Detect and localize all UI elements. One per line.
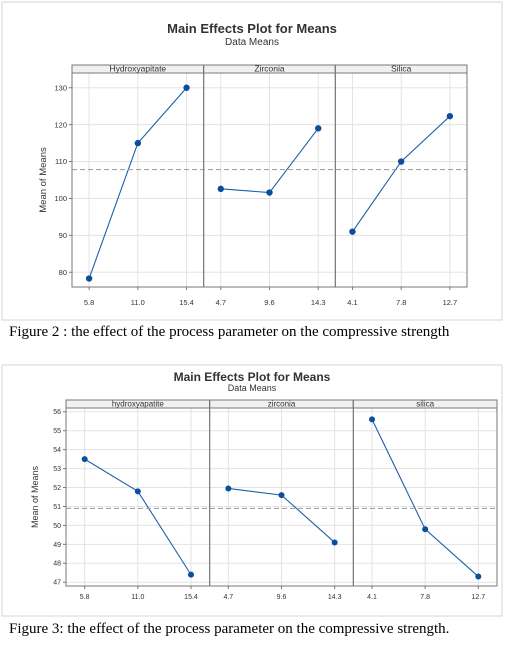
y-tick-label: 48 [53, 561, 61, 568]
data-point [217, 185, 224, 193]
panel-strip-label: silica [416, 400, 434, 409]
data-point [349, 228, 356, 235]
x-tick-label: 9.6 [264, 298, 274, 307]
y-tick-label: 51 [53, 504, 61, 511]
figure-2-chart: Main Effects Plot for Means Data Means Mea… [0, 0, 507, 322]
panel-strip-label: Zirconia [254, 64, 285, 74]
panel-silica: Silica 4.1 7.8 12.7 [334, 64, 468, 307]
y-tick-label: 55 [53, 428, 61, 435]
x-tick-label: 14.3 [328, 594, 342, 601]
data-point [446, 112, 454, 120]
y-tick-label: 90 [59, 231, 67, 240]
data-point [187, 571, 194, 578]
data-point [422, 526, 429, 533]
chart-subtitle: Data Means [225, 37, 279, 48]
x-tick-label: 11.0 [131, 594, 144, 601]
data-point [315, 125, 322, 132]
figure-2-caption: Figure 2 : the effect of the process par… [9, 324, 450, 340]
x-tick-label: 11.0 [131, 298, 145, 307]
data-point [397, 158, 405, 165]
y-tick-label: 130 [54, 83, 67, 92]
y-tick-label: 120 [54, 120, 67, 129]
panel-hydroxyapatite: hydroxyapatite 5.8 11.0 15.4 [65, 399, 211, 601]
chart-frame [1, 1, 503, 321]
x-tick-label: 4.1 [347, 298, 357, 307]
y-tick-label: 80 [59, 268, 67, 277]
y-tick-label: 50 [53, 523, 61, 530]
y-axis-label: Mean of Means [38, 147, 49, 213]
data-point [331, 539, 338, 546]
y-tick-label: 52 [53, 485, 61, 492]
panel-strip-label: zirconia [268, 400, 296, 409]
data-point [134, 488, 141, 495]
x-tick-label: 14.3 [311, 298, 326, 307]
figure-3-caption: Figure 3: the effect of the process para… [9, 621, 450, 637]
data-point [278, 492, 285, 499]
panel-strip-label: Hydroxyapitate [109, 64, 166, 74]
y-tick-label: 49 [53, 542, 61, 549]
y-axis-label: Mean of Means [30, 465, 40, 528]
x-tick-label: 12.7 [443, 298, 458, 307]
y-tick-label: 53 [53, 466, 61, 473]
figure-3-chart: Main Effects Plot for Means Data Means Mea… [0, 363, 507, 618]
panel-silica: silica 4.1 7.8 12.7 [352, 399, 498, 601]
y-tick-label: 56 [53, 409, 61, 416]
data-point [134, 139, 142, 147]
y-tick-label: 100 [54, 194, 67, 203]
x-tick-label: 7.8 [420, 594, 430, 601]
data-point [369, 416, 376, 423]
x-tick-label: 15.4 [179, 298, 194, 307]
y-tick-label: 110 [55, 157, 67, 166]
x-tick-label: 15.4 [184, 594, 198, 601]
data-point [183, 84, 190, 91]
data-point [475, 573, 482, 580]
x-tick-label: 12.7 [472, 594, 486, 601]
x-tick-label: 4.1 [367, 594, 377, 601]
x-tick-label: 5.8 [84, 298, 94, 307]
panel-zirconia: Zirconia 4.7 9.6 14.3 [203, 64, 336, 307]
data-point [85, 275, 93, 282]
chart-title: Main Effects Plot for Means [167, 21, 337, 36]
x-tick-label: 5.8 [80, 594, 90, 601]
chart-subtitle: Data Means [228, 383, 277, 393]
panel-strip-label: Silica [391, 64, 412, 74]
y-tick-label: 47 [53, 580, 61, 587]
panel-strip-label: hydroxyapatite [112, 400, 165, 409]
x-tick-label: 4.7 [216, 298, 226, 307]
x-tick-label: 9.6 [277, 594, 287, 601]
y-tick-label: 54 [53, 447, 61, 454]
data-point [225, 485, 232, 492]
x-tick-label: 4.7 [223, 594, 233, 601]
data-point [266, 189, 273, 196]
data-point [81, 456, 88, 463]
x-tick-label: 7.8 [396, 298, 406, 307]
chart-title: Main Effects Plot for Means [174, 370, 331, 384]
